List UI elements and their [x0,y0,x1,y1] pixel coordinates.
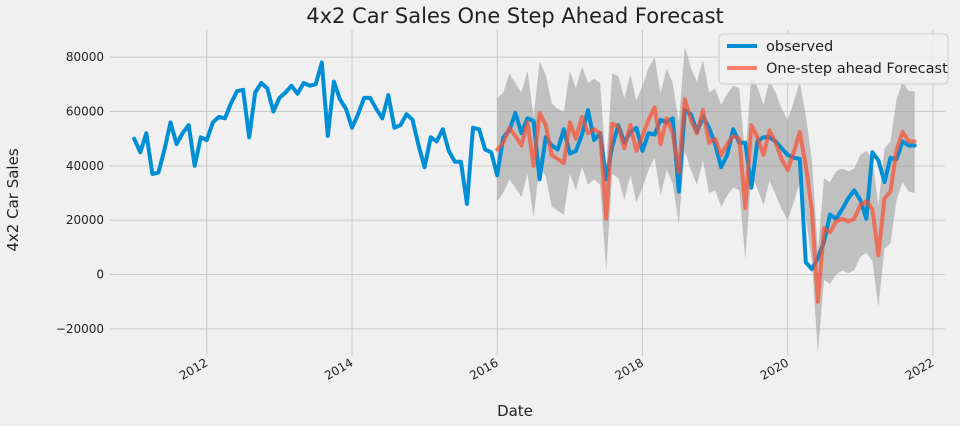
series-observed-line [132,60,917,272]
y-tick-label: 0 [96,268,104,282]
chart-title: 4x2 Car Sales One Step Ahead Forecast [306,4,724,28]
legend-box [718,33,949,85]
ci-band [497,46,915,354]
y-tick-label: 60000 [66,105,104,119]
y-axis-label: 4x2 Car Sales [4,148,22,251]
confidence-interval-band [497,46,915,354]
y-tick-label: −20000 [56,322,104,336]
y-tick-label: 20000 [66,213,104,227]
y-axis-ticks: −20000 0 20000 40000 60000 80000 [56,50,104,336]
legend-label-forecast: One-step ahead Forecast [766,61,948,77]
legend: observed One-step ahead Forecast [718,33,949,85]
series-lines [132,60,917,304]
y-tick-label: 80000 [66,50,104,64]
y-tick-label: 40000 [66,159,104,173]
series-forecast-line [495,97,917,304]
legend-label-observed: observed [766,39,833,55]
x-axis-label: Date [497,402,533,420]
